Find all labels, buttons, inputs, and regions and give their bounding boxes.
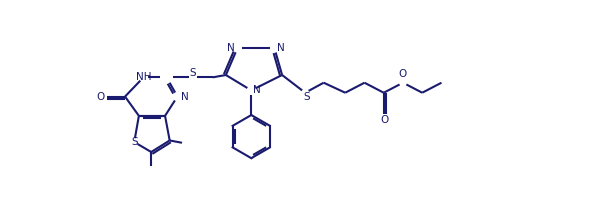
- Text: N: N: [228, 43, 235, 53]
- Text: NH: NH: [136, 72, 151, 82]
- Text: N: N: [277, 43, 285, 53]
- Text: N: N: [253, 85, 261, 95]
- Text: O: O: [380, 115, 388, 125]
- Text: O: O: [399, 69, 407, 79]
- Text: S: S: [189, 68, 196, 78]
- Text: O: O: [97, 92, 105, 102]
- Text: N: N: [181, 92, 189, 102]
- Text: S: S: [304, 92, 310, 102]
- Text: S: S: [131, 137, 138, 147]
